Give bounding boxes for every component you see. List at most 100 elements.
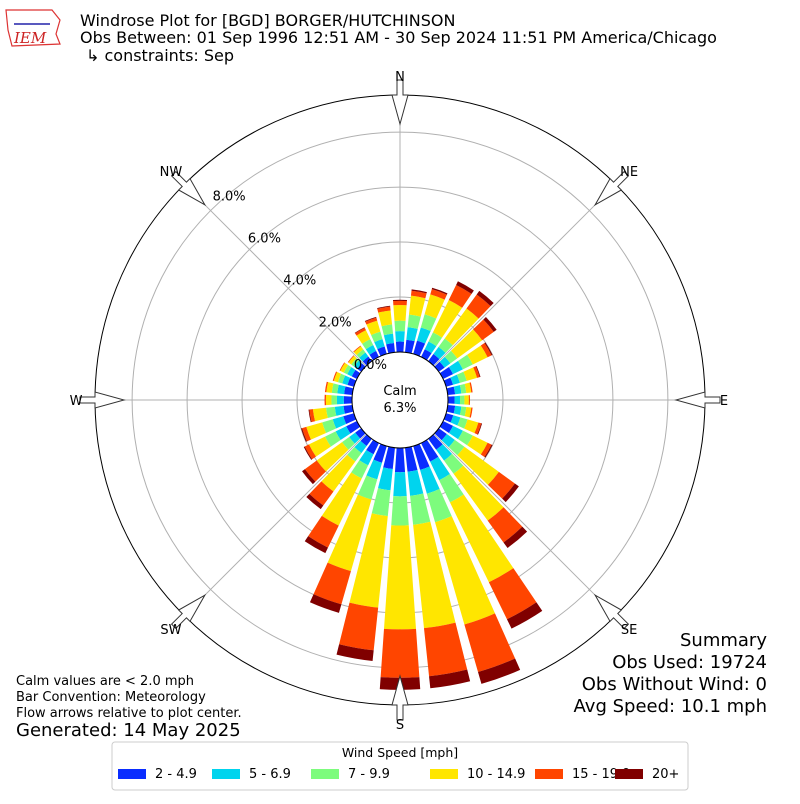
bar-segment: [407, 470, 424, 496]
flow-arrow: [170, 170, 207, 207]
bar-segment: [438, 338, 453, 353]
bar-segment: [301, 428, 307, 442]
bar-segment: [342, 436, 355, 450]
legend-swatch: [212, 769, 240, 779]
bar-segment: [348, 355, 357, 365]
bar-segment: [413, 521, 456, 629]
bar-segment: [444, 453, 464, 474]
bar-segment: [450, 374, 460, 385]
bar-segment: [302, 469, 316, 485]
bar-segment: [457, 446, 499, 485]
summary-line: Avg Speed: 10.1 mph: [574, 696, 767, 717]
bar-segment: [436, 444, 453, 461]
generated: Generated: 14 May 2025: [16, 720, 241, 741]
bar-segment: [309, 409, 316, 423]
bar-segment: [304, 444, 316, 460]
bar-segment: [449, 494, 514, 583]
bar-segment: [339, 362, 345, 371]
bar-segment: [304, 536, 328, 554]
legend-label: 7 - 9.9: [348, 767, 390, 782]
spoke: [183, 183, 367, 367]
note: Flow arrows relative to plot center.: [16, 706, 242, 721]
bar-segment: [360, 434, 372, 446]
bar-segment: [410, 290, 427, 299]
constraints: ↳ constraints: Sep: [86, 46, 234, 65]
bar-segment: [324, 381, 329, 393]
summary-line: Obs Without Wind: 0: [582, 674, 767, 695]
bar-segment: [326, 382, 334, 393]
bar-segment: [435, 516, 495, 625]
bar-segment: [411, 289, 427, 294]
bar-segment: [406, 327, 418, 342]
bar-segment: [306, 493, 324, 510]
bar-segment: [478, 658, 521, 684]
bar-segment: [347, 367, 356, 377]
bar-segment: [417, 327, 431, 344]
bar-segment: [421, 349, 432, 361]
flow-arrow: [391, 79, 409, 126]
bar-segment: [450, 415, 461, 426]
r-tick-label: 0.0%: [354, 358, 387, 373]
bar-segment: [469, 407, 473, 418]
legend-label: 2 - 4.9: [155, 767, 197, 782]
bar-segment: [383, 446, 395, 470]
flow-arrow: [79, 391, 126, 409]
bar-segment: [405, 339, 415, 354]
bar-segment: [381, 324, 394, 336]
legend-label: 20+: [652, 767, 679, 782]
bar-segment: [383, 525, 417, 630]
bar-segment: [446, 405, 456, 414]
bar-segment: [454, 395, 461, 405]
bar-segment: [391, 496, 409, 526]
bar-segment: [447, 396, 455, 404]
bar-segment: [321, 472, 362, 526]
bar-segment: [354, 440, 367, 454]
legend-swatch: [430, 769, 458, 779]
bar-segment: [357, 475, 378, 500]
bar-segment: [459, 383, 467, 394]
bar-segment: [413, 340, 426, 357]
logo-outline: [5, 9, 61, 47]
bar-segment: [484, 342, 493, 356]
bar-segment: [424, 294, 445, 319]
bar-segment: [466, 294, 491, 319]
bar-segment: [377, 305, 391, 309]
bar-segment: [308, 409, 312, 423]
bar-segment: [446, 386, 456, 395]
bar-segment: [458, 430, 473, 446]
bar-segment: [343, 413, 357, 424]
bar-segment: [408, 295, 426, 317]
bar-segment: [464, 406, 472, 418]
bar-segment: [364, 316, 377, 322]
bar-segment: [433, 346, 446, 360]
bar-segment: [453, 385, 462, 395]
bar-segment: [426, 489, 452, 523]
compass-label: W: [70, 394, 83, 409]
flow-arrow: [170, 593, 207, 630]
bar-segment: [467, 345, 488, 365]
bar-segment: [343, 365, 352, 375]
bar-segment: [434, 428, 447, 441]
bar-segment: [373, 443, 387, 463]
bar-segment: [441, 434, 455, 448]
logo-text: IEM: [13, 29, 47, 47]
bar-segment: [353, 346, 364, 355]
bar-segment: [337, 384, 346, 395]
calm-circle: [351, 351, 449, 449]
bar-segment: [439, 367, 454, 379]
bar-segment: [428, 434, 443, 450]
r-tick-label: 6.0%: [248, 231, 281, 246]
bar-segment: [448, 425, 463, 440]
note: Calm values are < 2.0 mph: [16, 674, 194, 689]
bar-segment: [475, 365, 481, 378]
flow-arrow: [593, 593, 630, 630]
spoke: [183, 433, 367, 617]
bar-segment: [444, 308, 479, 346]
bar-segment: [469, 382, 473, 393]
bar-segment: [306, 422, 327, 440]
bar-segment: [443, 413, 454, 423]
bar-segment: [413, 443, 430, 470]
bar-segment: [467, 435, 488, 455]
bar-segment: [324, 394, 327, 406]
